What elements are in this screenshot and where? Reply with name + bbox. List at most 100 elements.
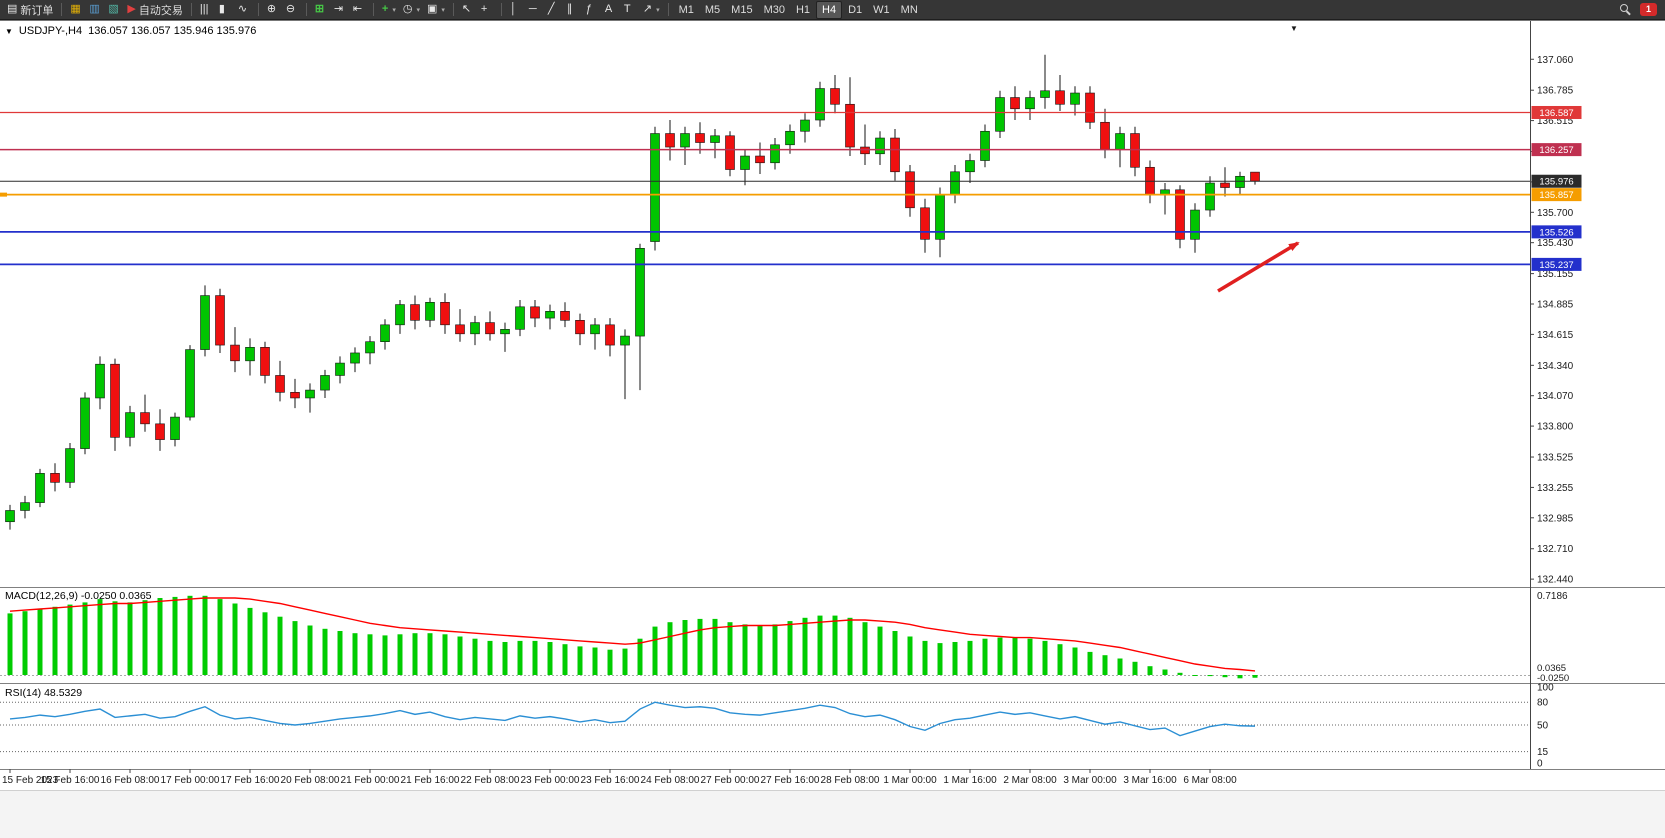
timeframe-h4[interactable]: H4 — [816, 0, 843, 19]
macd-bar — [1132, 661, 1138, 675]
macd-bar — [472, 638, 478, 675]
candle-up — [995, 97, 1005, 132]
macd-bar — [877, 626, 883, 675]
line-chart-button[interactable]: ∿ — [235, 1, 253, 19]
price-tag-label: 135.976 — [1539, 177, 1573, 188]
timeframe-d1[interactable]: D1 — [843, 1, 867, 19]
toolbar-separator — [190, 3, 192, 16]
vertical-line-button[interactable]: │ — [507, 1, 525, 19]
macd-bar — [52, 606, 58, 675]
candle-up — [680, 133, 690, 148]
text-label-button[interactable]: T — [621, 1, 639, 19]
macd-bar — [697, 618, 703, 675]
candle-down — [920, 207, 930, 240]
text-label-icon: T — [623, 3, 631, 15]
candle-up — [1115, 133, 1125, 150]
macd-bar — [802, 617, 808, 675]
candle-up — [5, 510, 15, 523]
crosshair-button[interactable]: + — [478, 1, 496, 19]
navigator-button[interactable]: ▧ — [105, 1, 123, 19]
candle-up — [395, 304, 405, 326]
timeframe-w1[interactable]: W1 — [868, 1, 895, 19]
timeframe-m30[interactable]: M30 — [759, 1, 790, 19]
time-tick-label: 3 Mar 00:00 — [1063, 775, 1117, 786]
zoom-out-button[interactable]: ⊖ — [283, 1, 301, 19]
candle-up — [335, 362, 345, 376]
candle-chart-button[interactable]: ▮ — [216, 1, 234, 19]
auto-scroll-button[interactable]: ⇥ — [331, 1, 349, 19]
candle-down — [1220, 182, 1230, 188]
candle-up — [965, 160, 975, 173]
channel-button[interactable]: ∥ — [564, 1, 582, 19]
macd-bar — [112, 601, 118, 675]
macd-bar — [1222, 675, 1228, 678]
candle-up — [365, 341, 375, 354]
notifications-badge[interactable]: 1 — [1640, 3, 1657, 16]
zoom-in-icon: ⊕ — [266, 3, 277, 15]
candle-up — [185, 349, 195, 418]
macd-bar — [832, 615, 838, 675]
charts-button[interactable]: ▦ — [67, 1, 85, 19]
text-button[interactable]: A — [602, 1, 620, 19]
price-tick-label: 135.700 — [1537, 208, 1574, 219]
chevron-down-icon: ▾ — [392, 6, 396, 14]
templates-button[interactable]: ▣ ▾ — [424, 1, 448, 19]
toolbar-separator — [500, 3, 502, 16]
time-tick-label: 15 Feb 16:00 — [41, 775, 100, 786]
trendline-button[interactable]: ╱ — [545, 1, 563, 19]
macd-bar — [487, 640, 493, 675]
macd-bar — [367, 634, 373, 675]
new-order-button[interactable]: ▤ 新订单 — [4, 1, 56, 19]
timeframe-m1[interactable]: M1 — [674, 1, 699, 19]
chevron-down-icon: ▾ — [656, 6, 660, 14]
candle-up — [1040, 90, 1050, 98]
candle-down — [1085, 92, 1095, 123]
cursor-button[interactable]: ↖ — [459, 1, 477, 19]
autotrading-button[interactable]: ▶ 自动交易 — [124, 1, 185, 19]
time-tick-label: 22 Feb 08:00 — [461, 775, 520, 786]
candle-down — [725, 135, 735, 170]
zoom-in-button[interactable]: ⊕ — [264, 1, 282, 19]
macd-axis-max: 0.7186 — [1537, 591, 1568, 602]
macd-bar — [847, 617, 853, 675]
candle-down — [890, 137, 900, 173]
macd-bar — [82, 602, 88, 675]
toolbar-separator — [452, 3, 454, 16]
timeframe-m5[interactable]: M5 — [700, 1, 725, 19]
macd-bar — [757, 625, 763, 675]
tile-windows-button[interactable]: ⊞ — [312, 1, 330, 19]
candle-down — [755, 155, 765, 164]
trend-arrow-annotation[interactable] — [1217, 241, 1300, 293]
candle-up — [815, 88, 825, 121]
candle-down — [830, 88, 840, 105]
fibonacci-button[interactable]: ƒ — [583, 1, 601, 19]
price-tick-label: 133.525 — [1537, 453, 1574, 464]
timeframe-h1[interactable]: H1 — [791, 1, 815, 19]
indicators-button[interactable]: + ▾ — [379, 1, 399, 19]
horizontal-line-button[interactable]: ─ — [526, 1, 544, 19]
entry-edge-marker — [0, 192, 7, 197]
timeframe-m15[interactable]: M15 — [726, 1, 757, 19]
chart-shift-button[interactable]: ⇤ — [350, 1, 368, 19]
macd-bar — [382, 635, 388, 675]
price-tick-label: 133.800 — [1537, 422, 1574, 433]
candle-up — [1205, 182, 1215, 211]
chart-shift-icon: ⇤ — [352, 3, 363, 15]
chart-canvas[interactable]: 137.060136.785136.515136.240135.970135.7… — [0, 21, 1665, 791]
macd-bar — [37, 609, 43, 675]
periods-button[interactable]: ◷ ▾ — [400, 1, 423, 19]
scroll-end-marker[interactable]: ▼ — [1290, 24, 1298, 33]
market-watch-button[interactable]: ▥ — [86, 1, 104, 19]
search-button[interactable] — [1616, 1, 1635, 19]
toolbar-separator — [61, 3, 63, 16]
time-tick-label: 16 Feb 08:00 — [101, 775, 160, 786]
macd-bar — [742, 624, 748, 675]
price-tag — [1531, 225, 1582, 239]
timeframe-mn[interactable]: MN — [896, 1, 923, 19]
arrows-button[interactable]: ↗ ▾ — [640, 1, 663, 19]
candle-down — [905, 171, 915, 209]
candle-down — [1175, 189, 1185, 240]
macd-bar — [652, 626, 658, 675]
candle-up — [770, 144, 780, 164]
bar-chart-button[interactable]: ||| — [197, 1, 215, 19]
